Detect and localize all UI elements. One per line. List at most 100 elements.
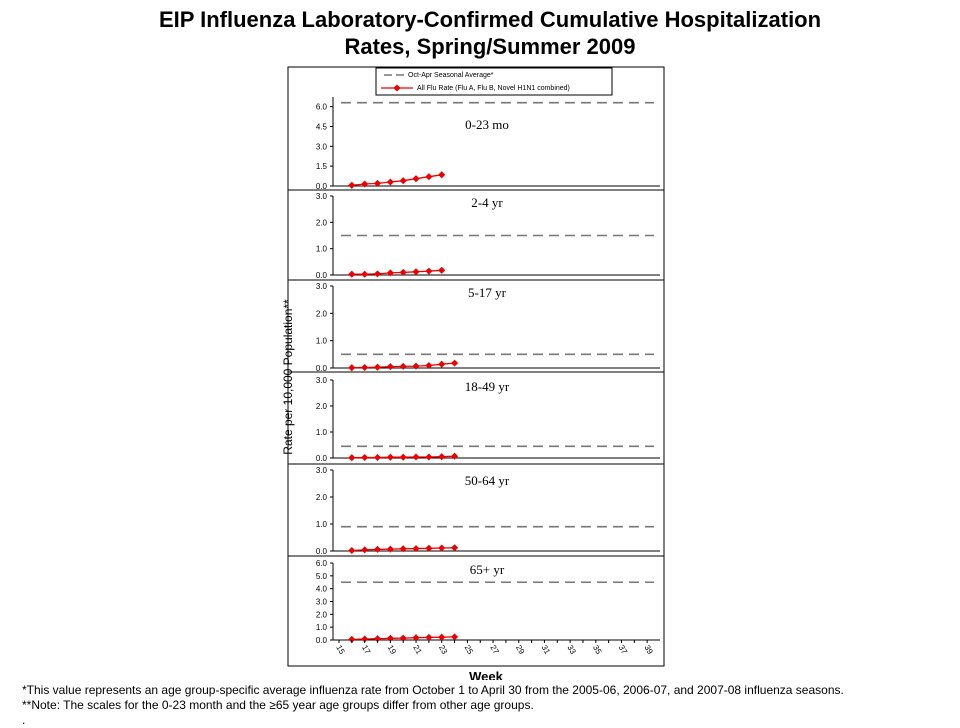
flu-rate-point [412,545,420,553]
y-tick-label: 1.0 [316,245,328,254]
y-tick-label: 0.0 [316,454,328,463]
y-tick-label: 1.0 [316,337,328,346]
flu-rate-point [438,360,446,368]
y-tick-label: 0.0 [316,271,328,280]
flu-rate-point [438,453,446,461]
y-tick-label: 2.0 [316,218,328,227]
legend-series-marker [393,84,401,92]
y-tick-label: 1.0 [316,623,328,632]
x-tick-label: 21 [411,644,424,657]
flu-rate-point [425,453,433,461]
y-tick-label: 3.0 [316,192,328,201]
panel-5-17-yr: 0.0 1.0 2.0 3.0 5-17 yr [316,282,660,373]
flu-rate-point [425,633,433,641]
flu-rate-point [451,633,459,641]
panel-label: 65+ yr [470,562,505,577]
x-tick-label: 31 [540,644,553,657]
x-tick-label: 17 [360,644,373,657]
flu-rate-point [361,363,369,372]
flu-rate-point [399,177,407,185]
y-tick-label: 2.0 [316,402,328,411]
x-axis-label: Week [469,669,503,680]
flu-rate-point [386,634,394,642]
legend-average-label: Oct-Apr Seasonal Average* [408,72,494,79]
flu-rate-point [348,181,356,189]
flu-rate-point [438,171,446,179]
y-tick-label: 1.5 [316,162,328,171]
flu-rate-point [399,545,407,553]
x-tick-label: 27 [488,644,501,657]
y-tick-label: 6.0 [316,559,328,568]
x-axis: 15 17 19 21 23 25 27 29 31 33 35 37 39 [334,640,655,656]
flu-rate-point [399,453,407,461]
flu-rate-point [451,359,459,367]
flu-rate-point [373,635,382,643]
x-tick-label: 33 [565,644,578,657]
y-tick-label: 1.0 [316,520,328,529]
flu-rate-point [451,452,459,460]
flu-rate-point [361,180,369,188]
flu-rate-point [348,546,356,555]
flu-rate-point [386,363,394,371]
panel-label: 5-17 yr [468,285,507,300]
flu-rate-point [348,270,356,278]
legend-box [375,67,613,96]
panel-0-23-mo: 0.0 1.5 3.0 4.5 6.0 0-23 mo [316,97,660,191]
footnotes: *This value represents an age group-spec… [22,683,844,728]
hospitalization-chart: Oct-Apr Seasonal Average* All Flu Rate (… [281,66,665,680]
flu-rate-point [361,453,369,462]
y-tick-label: 3.0 [316,376,328,385]
panels: 0.0 1.5 3.0 4.5 6.0 0-23 mo 0.0 1.0 2.0 3.0 2-4 yr… [288,97,664,645]
y-tick-label: 2.0 [316,610,328,619]
flu-rate-point [386,453,394,461]
y-tick-label: 2.0 [316,309,328,318]
flu-rate-point [348,364,356,372]
flu-rate-point [438,633,446,641]
panel-65-yr: 0.0 1.0 2.0 3.0 4.0 5.0 6.0 65+ yr [316,559,660,645]
flu-rate-point [425,544,433,552]
x-tick-label: 39 [642,644,655,657]
flu-rate-point [361,635,369,643]
x-tick-label: 19 [386,644,399,657]
y-axis-label: Rate per 10,000 Population** [281,299,295,455]
x-tick-label: 35 [591,644,604,657]
flu-rate-point [373,179,382,187]
chart-frame [287,66,665,667]
x-tick-label: 29 [514,644,527,657]
y-tick-label: 5.0 [316,572,328,581]
y-tick-label: 0.0 [316,364,328,373]
flu-rate-point [348,635,356,643]
panel-label: 0-23 mo [465,117,509,132]
x-tick-label: 23 [437,644,450,657]
flu-rate-point [361,270,369,278]
y-tick-label: 0.0 [316,182,328,191]
flu-rate-point [386,269,394,277]
chart-title-line2: Rates, Spring/Summer 2009 [344,34,636,59]
panel-50-64-yr: 0.0 1.0 2.0 3.0 50-64 yr [316,466,660,556]
flu-rate-point [399,362,407,370]
flu-rate-point [412,362,420,370]
flu-rate-point [438,266,446,274]
flu-rate-point [412,175,420,183]
flu-rate-point [438,544,446,552]
legend-series-label: All Flu Rate (Flu A, Flu B, Novel H1N1 c… [417,85,570,92]
y-tick-label: 4.5 [316,122,328,131]
panel-label: 50-64 yr [465,473,510,488]
y-tick-label: 3.0 [316,598,328,607]
flu-rate-point [373,545,382,553]
flu-rate-point [412,634,420,642]
panel-2-4-yr: 0.0 1.0 2.0 3.0 2-4 yr [316,192,660,280]
x-tick-label: 25 [463,644,476,657]
y-tick-label: 6.0 [316,103,328,112]
y-tick-label: 2.0 [316,493,328,502]
flu-rate-point [373,453,382,462]
flu-rate-point [425,173,433,181]
y-tick-label: 1.0 [316,428,328,437]
flu-rate-point [412,453,420,461]
footnote-dot: . [22,713,26,727]
y-tick-label: 3.0 [316,282,328,291]
panel-18-49-yr: 0.0 1.0 2.0 3.0 18-49 yr [316,376,660,463]
panel-label: 18-49 yr [465,379,510,394]
flu-rate-point [386,178,394,186]
flu-rate-point [386,545,394,553]
